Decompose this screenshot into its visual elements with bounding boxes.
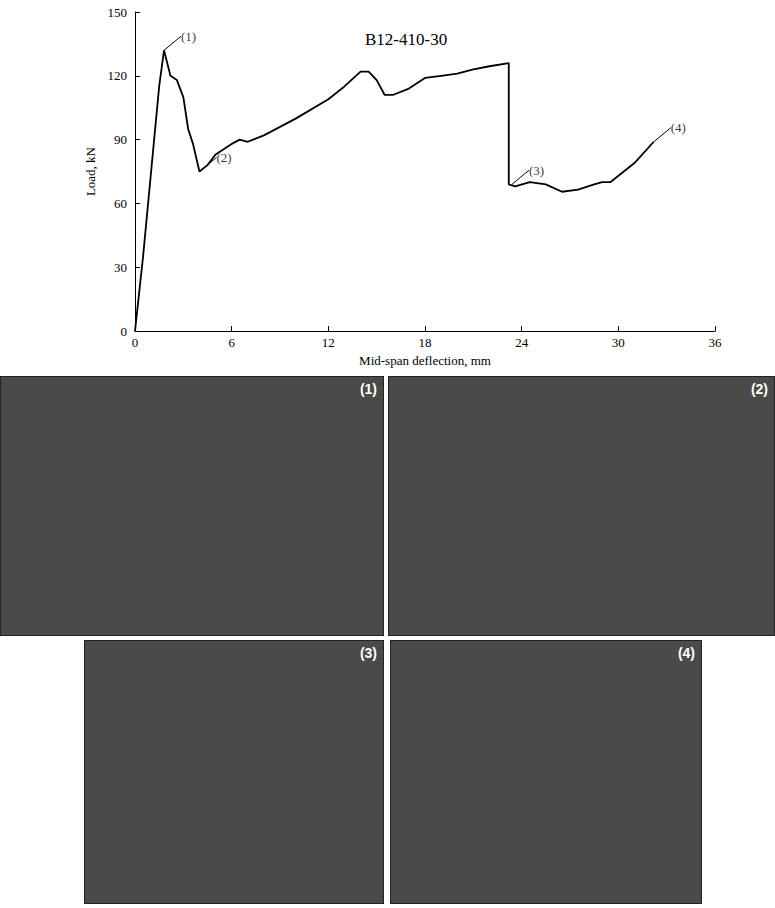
svg-text:36: 36 (709, 335, 723, 350)
svg-text:120: 120 (108, 68, 128, 83)
svg-text:6: 6 (228, 335, 235, 350)
html-text:(4): (4) (677, 645, 695, 661)
svg-text:60: 60 (114, 196, 127, 211)
svg-text:30: 30 (612, 335, 625, 350)
svg-text:(4): (4) (671, 120, 686, 135)
svg-text:0: 0 (121, 324, 128, 339)
svg-text:(2): (2) (216, 150, 232, 166)
svg-text:Mid-span deflection, mm: Mid-span deflection, mm (359, 353, 491, 368)
svg-text:24: 24 (515, 335, 529, 350)
html-text:(2): (2) (750, 381, 768, 397)
svg-text:18: 18 (419, 335, 432, 350)
svg-text:150: 150 (108, 5, 128, 20)
svg-text:Load, kN: Load, kN (83, 146, 98, 196)
svg-text:30: 30 (114, 260, 127, 275)
html-text:(3): (3) (359, 645, 377, 661)
html-text:(1): (1) (359, 381, 377, 397)
svg-text:12: 12 (322, 335, 335, 350)
svg-text:90: 90 (114, 132, 127, 147)
svg-text:(1): (1) (181, 29, 196, 44)
svg-text:0: 0 (132, 335, 139, 350)
svg-text:(3): (3) (529, 163, 544, 178)
svg-text:B12-410-30: B12-410-30 (365, 30, 447, 49)
